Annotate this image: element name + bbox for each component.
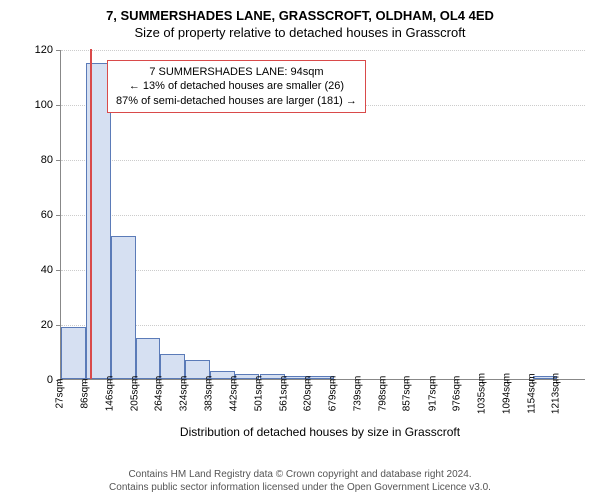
annotation-line1: 7 SUMMERSHADES LANE: 94sqm bbox=[116, 65, 357, 79]
y-tick-mark bbox=[56, 160, 60, 161]
y-tick-label: 100 bbox=[23, 99, 53, 111]
y-tick-mark bbox=[56, 50, 60, 51]
x-tick-label: 383sqm bbox=[204, 376, 215, 412]
y-tick-label: 80 bbox=[23, 154, 53, 166]
x-axis-label: Distribution of detached houses by size … bbox=[55, 425, 585, 439]
x-tick-label: 205sqm bbox=[129, 376, 140, 412]
x-tick-label: 1094sqm bbox=[501, 373, 512, 414]
y-tick-label: 60 bbox=[23, 209, 53, 221]
x-tick-label: 917sqm bbox=[427, 376, 438, 412]
bar bbox=[136, 338, 161, 379]
y-tick-label: 20 bbox=[23, 319, 53, 331]
chart-container: Number of detached properties Distributi… bbox=[55, 50, 585, 410]
x-tick-label: 1154sqm bbox=[526, 373, 537, 413]
x-tick-label: 1213sqm bbox=[551, 373, 562, 414]
gridline bbox=[61, 270, 585, 271]
x-tick-label: 739sqm bbox=[353, 376, 364, 412]
footer-line2: Contains public sector information licen… bbox=[0, 481, 600, 494]
x-tick-label: 679sqm bbox=[328, 376, 339, 412]
x-tick-label: 86sqm bbox=[79, 378, 90, 408]
annotation-line2: ← 13% of detached houses are smaller (26… bbox=[116, 79, 357, 93]
annotation-line3: 87% of semi-detached houses are larger (… bbox=[116, 94, 357, 108]
y-tick-mark bbox=[56, 105, 60, 106]
y-tick-mark bbox=[56, 270, 60, 271]
x-tick-label: 27sqm bbox=[55, 378, 66, 408]
gridline bbox=[61, 325, 585, 326]
annotation-box: 7 SUMMERSHADES LANE: 94sqm ← 13% of deta… bbox=[107, 60, 366, 113]
x-tick-label: 561sqm bbox=[278, 376, 289, 412]
x-tick-label: 798sqm bbox=[377, 376, 388, 412]
y-tick-label: 0 bbox=[23, 374, 53, 386]
x-tick-label: 501sqm bbox=[253, 376, 264, 412]
x-tick-label: 620sqm bbox=[303, 376, 314, 412]
bar bbox=[111, 236, 136, 379]
y-tick-mark bbox=[56, 215, 60, 216]
gridline bbox=[61, 50, 585, 51]
y-tick-label: 40 bbox=[23, 264, 53, 276]
x-tick-label: 146sqm bbox=[104, 376, 115, 412]
x-tick-label: 1035sqm bbox=[476, 373, 487, 414]
page-subtitle: Size of property relative to detached ho… bbox=[0, 23, 600, 40]
marker-line bbox=[90, 49, 92, 379]
footer-line1: Contains HM Land Registry data © Crown c… bbox=[0, 468, 600, 481]
footer-text: Contains HM Land Registry data © Crown c… bbox=[0, 468, 600, 494]
x-tick-label: 442sqm bbox=[228, 376, 239, 412]
x-tick-label: 976sqm bbox=[452, 376, 463, 412]
page-title: 7, SUMMERSHADES LANE, GRASSCROFT, OLDHAM… bbox=[0, 0, 600, 23]
bar bbox=[61, 327, 86, 379]
x-tick-label: 264sqm bbox=[154, 376, 165, 412]
y-tick-label: 120 bbox=[23, 44, 53, 56]
gridline bbox=[61, 215, 585, 216]
x-tick-label: 324sqm bbox=[179, 376, 190, 412]
y-tick-mark bbox=[56, 325, 60, 326]
gridline bbox=[61, 160, 585, 161]
x-tick-label: 857sqm bbox=[402, 376, 413, 412]
